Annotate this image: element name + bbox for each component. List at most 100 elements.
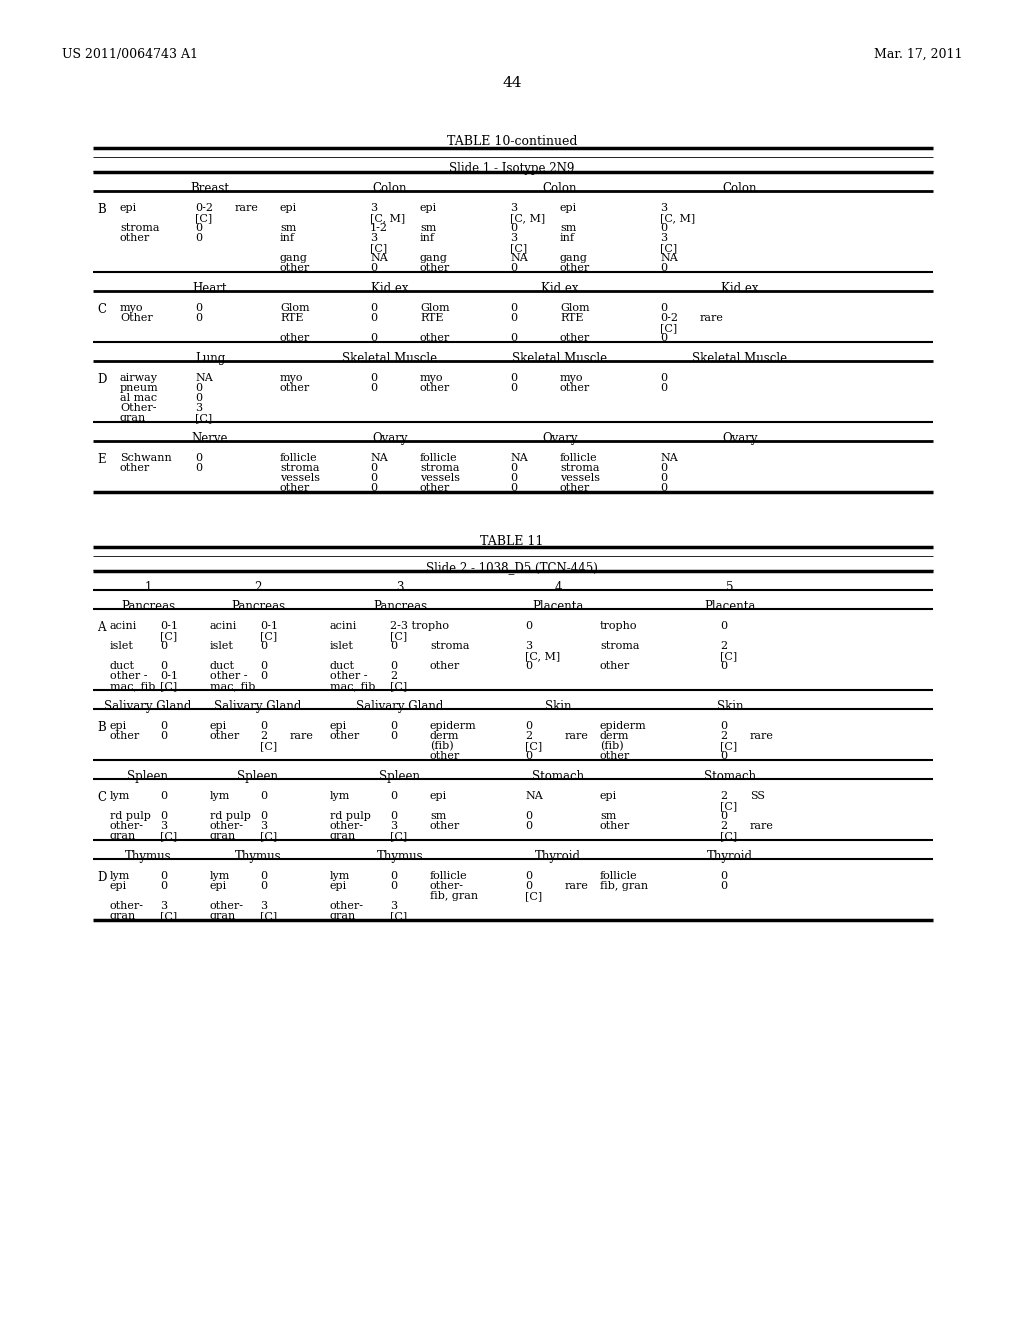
Text: [C]: [C]	[390, 832, 408, 841]
Text: rare: rare	[750, 821, 774, 832]
Text: mac, fib: mac, fib	[210, 681, 255, 690]
Text: [C]: [C]	[720, 651, 737, 661]
Text: 0: 0	[510, 223, 517, 234]
Text: 2: 2	[720, 642, 727, 651]
Text: 0: 0	[720, 871, 727, 880]
Text: E: E	[97, 453, 105, 466]
Text: 3: 3	[660, 203, 667, 213]
Text: sm: sm	[600, 810, 616, 821]
Text: 0: 0	[660, 374, 667, 383]
Text: duct: duct	[210, 661, 234, 671]
Text: 0: 0	[260, 661, 267, 671]
Text: 0: 0	[390, 791, 397, 801]
Text: Thyroid: Thyroid	[707, 850, 753, 863]
Text: epi: epi	[330, 880, 347, 891]
Text: [C]: [C]	[510, 243, 527, 253]
Text: inf: inf	[420, 234, 435, 243]
Text: acini: acini	[110, 620, 137, 631]
Text: 44: 44	[502, 77, 522, 90]
Text: inf: inf	[560, 234, 575, 243]
Text: myo: myo	[560, 374, 584, 383]
Text: epi: epi	[110, 721, 127, 731]
Text: gran: gran	[210, 911, 237, 921]
Text: 5: 5	[726, 581, 734, 594]
Text: lym: lym	[210, 791, 230, 801]
Text: other-: other-	[110, 821, 144, 832]
Text: 3: 3	[510, 234, 517, 243]
Text: Spleen: Spleen	[380, 770, 421, 783]
Text: Placenta: Placenta	[705, 601, 756, 612]
Text: [C]: [C]	[260, 631, 278, 642]
Text: 0: 0	[160, 791, 167, 801]
Text: sm: sm	[420, 223, 436, 234]
Text: A: A	[97, 620, 105, 634]
Text: [C]: [C]	[660, 243, 677, 253]
Text: myo: myo	[420, 374, 443, 383]
Text: 0: 0	[160, 810, 167, 821]
Text: [C]: [C]	[720, 832, 737, 841]
Text: Glom: Glom	[420, 304, 450, 313]
Text: 0: 0	[510, 333, 517, 343]
Text: lym: lym	[110, 791, 130, 801]
Text: other: other	[280, 483, 310, 492]
Text: TABLE 11: TABLE 11	[480, 535, 544, 548]
Text: gran: gran	[330, 832, 356, 841]
Text: Lung: Lung	[195, 352, 225, 366]
Text: epi: epi	[420, 203, 437, 213]
Text: stroma: stroma	[420, 463, 460, 473]
Text: US 2011/0064743 A1: US 2011/0064743 A1	[62, 48, 198, 61]
Text: 0: 0	[510, 313, 517, 323]
Text: follicle: follicle	[280, 453, 317, 463]
Text: 0: 0	[160, 642, 167, 651]
Text: RTE: RTE	[280, 313, 303, 323]
Text: [C]: [C]	[390, 681, 408, 690]
Text: 2-3 tropho: 2-3 tropho	[390, 620, 449, 631]
Text: [C]: [C]	[195, 413, 212, 422]
Text: Pancreas: Pancreas	[121, 601, 175, 612]
Text: stroma: stroma	[600, 642, 640, 651]
Text: 0: 0	[510, 304, 517, 313]
Text: Thymus: Thymus	[234, 850, 282, 863]
Text: other: other	[120, 463, 151, 473]
Text: epi: epi	[600, 791, 617, 801]
Text: NA: NA	[370, 453, 388, 463]
Text: epi: epi	[280, 203, 297, 213]
Text: rare: rare	[565, 880, 589, 891]
Text: Ovary: Ovary	[543, 432, 578, 445]
Text: B: B	[97, 721, 105, 734]
Text: 1: 1	[144, 581, 152, 594]
Text: Salivary Gland: Salivary Gland	[214, 700, 302, 713]
Text: 0: 0	[195, 313, 202, 323]
Text: Skeletal Muscle: Skeletal Muscle	[692, 352, 787, 366]
Text: 0: 0	[525, 620, 532, 631]
Text: Thymus: Thymus	[377, 850, 423, 863]
Text: 0-1: 0-1	[160, 671, 178, 681]
Text: myo: myo	[120, 304, 143, 313]
Text: 0: 0	[510, 374, 517, 383]
Text: 0: 0	[720, 721, 727, 731]
Text: Mar. 17, 2011: Mar. 17, 2011	[873, 48, 962, 61]
Text: epi: epi	[210, 880, 227, 891]
Text: Glom: Glom	[280, 304, 309, 313]
Text: Skin: Skin	[545, 700, 571, 713]
Text: 3: 3	[160, 821, 167, 832]
Text: mac, fib: mac, fib	[330, 681, 376, 690]
Text: Other-: Other-	[120, 403, 157, 413]
Text: 2: 2	[390, 671, 397, 681]
Text: rd pulp: rd pulp	[210, 810, 251, 821]
Text: 0: 0	[660, 304, 667, 313]
Text: 3: 3	[260, 821, 267, 832]
Text: [C]: [C]	[260, 832, 278, 841]
Text: 0: 0	[720, 751, 727, 762]
Text: 3: 3	[260, 902, 267, 911]
Text: 0: 0	[510, 473, 517, 483]
Text: airway: airway	[120, 374, 158, 383]
Text: Nerve: Nerve	[191, 432, 228, 445]
Text: stroma: stroma	[430, 642, 469, 651]
Text: NA: NA	[370, 253, 388, 263]
Text: 0: 0	[260, 880, 267, 891]
Text: other-: other-	[330, 821, 364, 832]
Text: rare: rare	[565, 731, 589, 741]
Text: [C]: [C]	[370, 243, 387, 253]
Text: NA: NA	[525, 791, 543, 801]
